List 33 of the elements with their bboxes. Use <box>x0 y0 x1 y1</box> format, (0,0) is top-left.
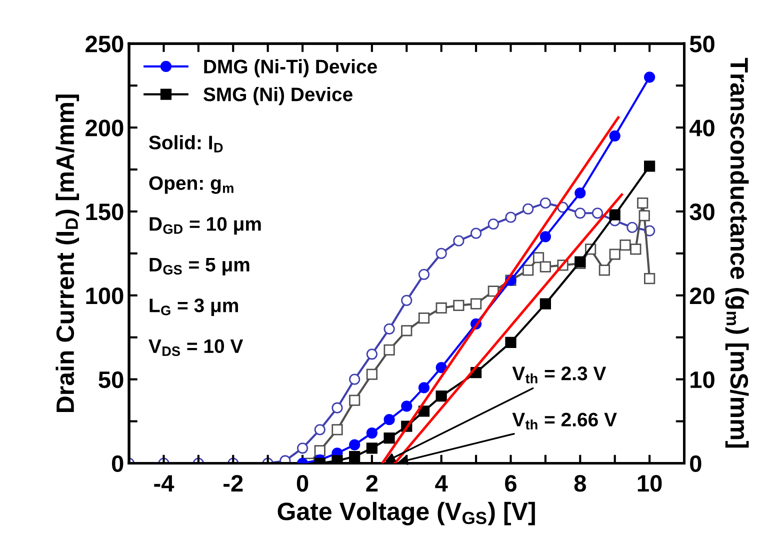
annotation: Solid: I$_{D}$ <box>149 135 223 152</box>
legend-label: DMG (Ni-Ti) Device <box>204 59 377 78</box>
x-tick-label: 10 <box>638 474 662 492</box>
annotation: Open: g$_{m}$ <box>149 176 234 194</box>
y2-tick-label: 40 <box>689 120 714 136</box>
x-tick-label: 2 <box>366 474 378 492</box>
x-axis-title: Gate Voltage (V$_{GS}$) [V] <box>278 502 535 526</box>
y2-tick-label: 20 <box>690 287 714 304</box>
y-tick-label: 100 <box>86 287 124 304</box>
y2-tick-label: 0 <box>690 455 702 472</box>
y-tick-label: 250 <box>86 36 124 52</box>
y2-tick-label: 10 <box>690 371 714 388</box>
y-tick-label: 200 <box>86 120 124 136</box>
x-tick-label: 0 <box>296 474 308 492</box>
legend-label: SMG (Ni) Device <box>203 87 352 106</box>
annotation: L$_{G}$ = 3 μm <box>150 298 238 316</box>
y-tick-label: 150 <box>86 204 124 220</box>
x-tick-label: 8 <box>574 474 586 492</box>
annotation: D$_{GD}$ = 10 μm <box>150 217 261 235</box>
x-tick-label: -4 <box>154 475 174 492</box>
x-tick-label: 6 <box>505 474 516 492</box>
annotation: V$_{th}$ = 2.3 V <box>512 366 606 384</box>
annotation: V$_{DS}$ = 10 V <box>148 339 244 356</box>
y-tick-label: 0 <box>112 455 124 472</box>
annotation: V$_{th}$ = 2.66 V <box>512 412 617 430</box>
y2-axis-title: Transconductance (g$_{m}$) [mS/mm] <box>725 58 749 448</box>
x-tick-label: -2 <box>224 474 243 492</box>
y-axis-title: Drain Current (I$_{D}$) [mA/mm] <box>56 94 80 412</box>
y2-tick-label: 30 <box>690 204 714 220</box>
y-tick-label: 50 <box>98 371 124 388</box>
annotation: D$_{GS}$ = 5 μm <box>150 258 250 276</box>
x-tick-label: 4 <box>435 475 448 492</box>
y2-tick-label: 50 <box>690 36 714 52</box>
